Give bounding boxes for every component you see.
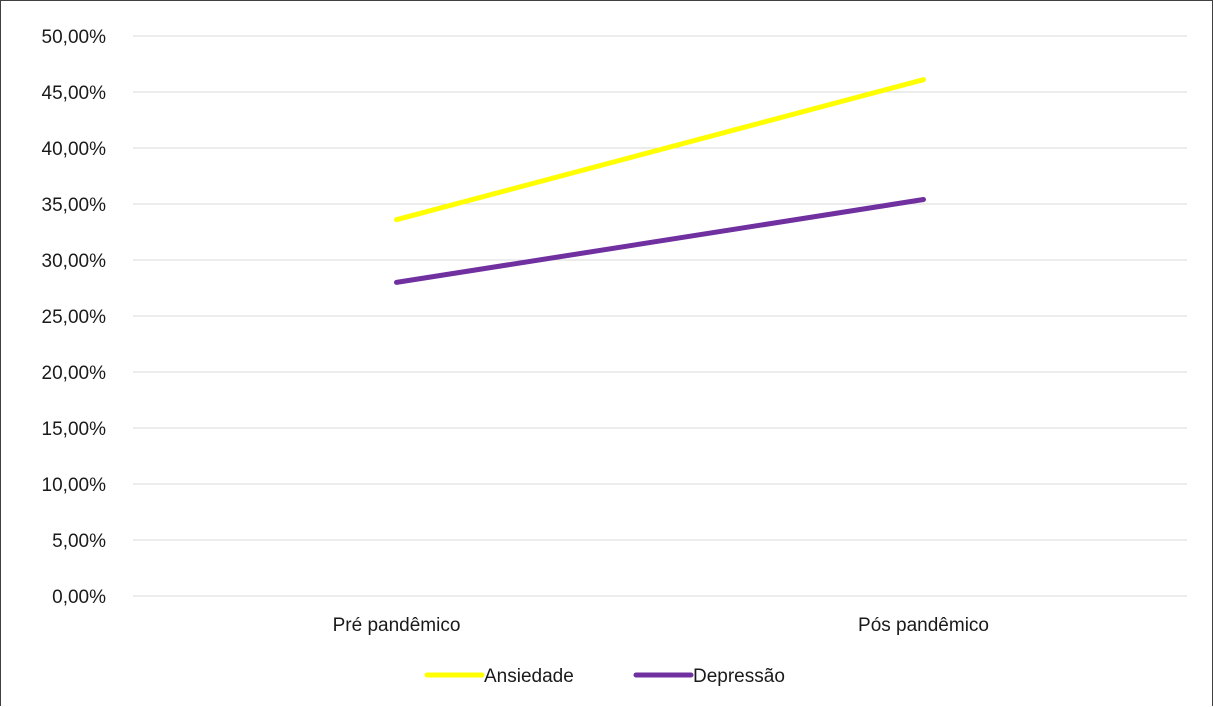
series-line-depressao [394, 197, 926, 285]
x-tick-label: Pós pandêmico [858, 615, 989, 636]
x-axis-tick-labels: Pré pandêmico Pós pandêmico [333, 615, 989, 636]
y-tick-label: 15,00% [42, 419, 107, 440]
y-tick-label: 20,00% [42, 363, 107, 384]
legend-label: Depressão [693, 666, 785, 687]
y-tick-label: 25,00% [42, 307, 107, 328]
legend: Ansiedade Depressão [424, 666, 785, 687]
series-line-ansiedade [394, 77, 926, 223]
gridlines [133, 35, 1187, 597]
y-tick-label: 0,00% [52, 587, 106, 608]
y-axis-tick-labels: 0,00% 5,00% 10,00% 15,00% 20,00% 25,00% 30,00%… [42, 27, 107, 608]
y-tick-label: 40,00% [42, 139, 107, 160]
series-lines [394, 77, 926, 285]
y-tick-label: 10,00% [42, 475, 107, 496]
legend-label: Ansiedade [484, 666, 574, 687]
y-tick-label: 35,00% [42, 195, 107, 216]
x-tick-label: Pré pandêmico [333, 615, 461, 636]
y-tick-label: 50,00% [42, 27, 107, 48]
y-tick-label: 5,00% [52, 531, 106, 552]
y-tick-label: 30,00% [42, 251, 107, 272]
y-tick-label: 45,00% [42, 83, 107, 104]
